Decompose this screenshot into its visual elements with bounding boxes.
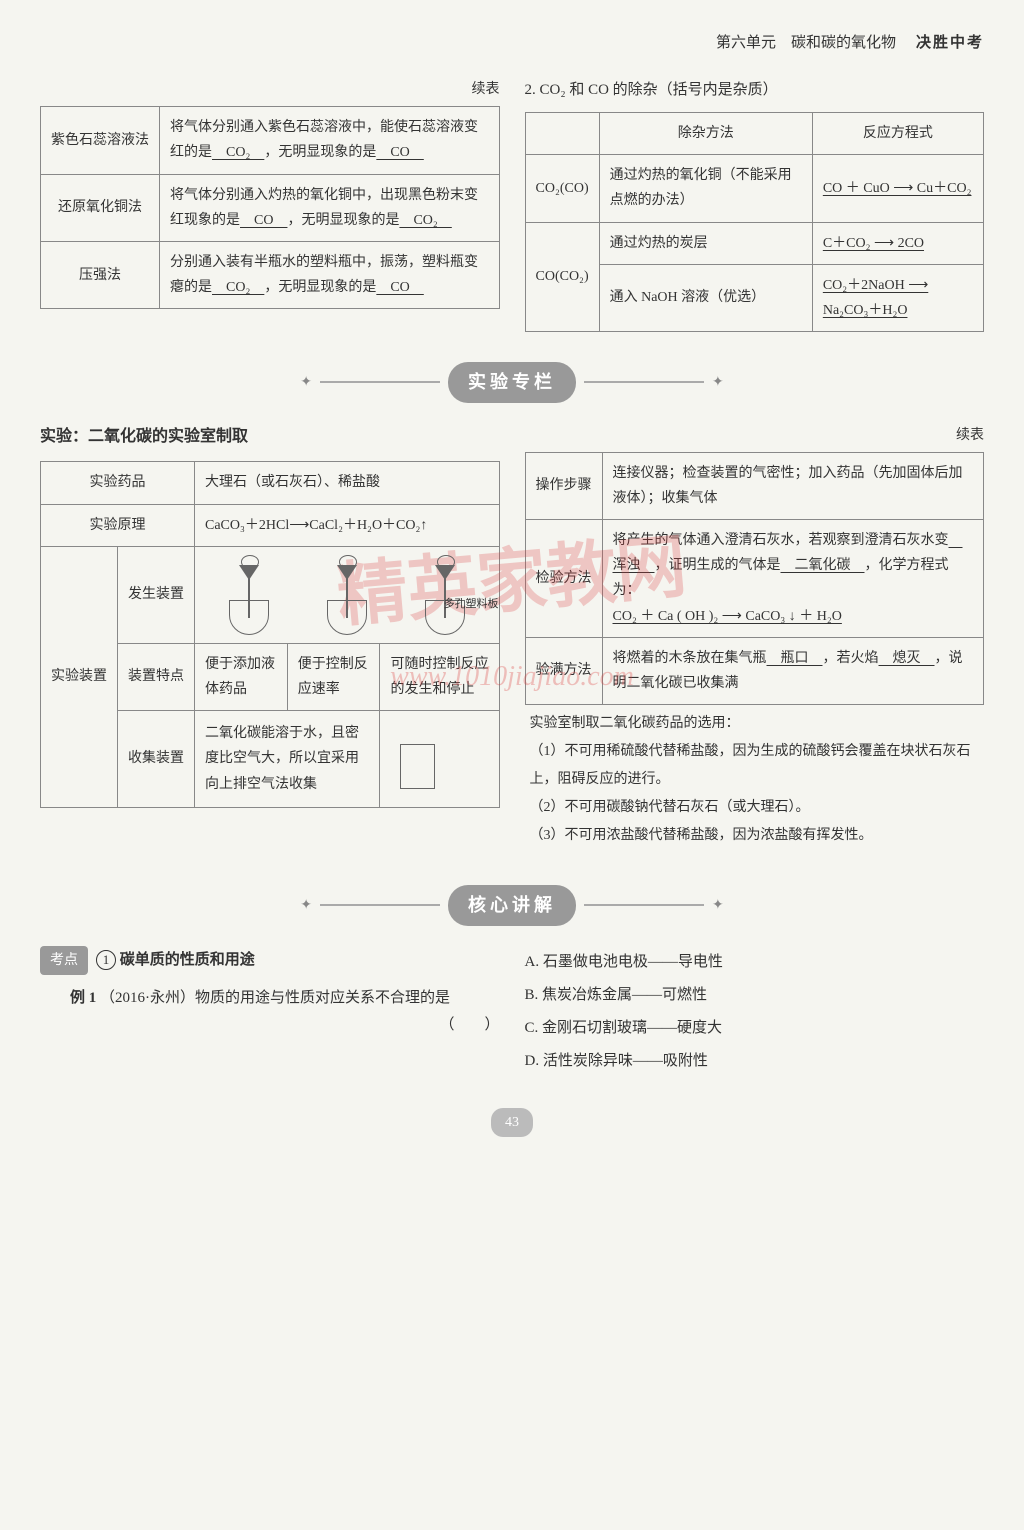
unit-title: 第六单元 碳和碳的氧化物: [716, 30, 896, 57]
feature-cell: 便于添加液体药品: [195, 643, 288, 710]
example-stem: 例 1 （2016·永州）物质的用途与性质对应关系不合理的是: [40, 985, 500, 1012]
sub-label: 收集装置: [118, 711, 195, 808]
options-list: A. 石墨做电池电极——导电性 B. 焦炭冶炼金属——可燃性 C. 金刚石切割玻…: [525, 946, 985, 1078]
cell-value: 将产生的气体通入澄清石灰水，若观察到澄清石灰水变 浑浊 ，证明生成的气体是 二氧…: [602, 520, 984, 638]
feature-cell: 便于控制反应速率: [287, 643, 380, 710]
option-c: C. 金刚石切割玻璃——硬度大: [525, 1012, 985, 1045]
collection-desc: 二氧化碳能溶于水，且密度比空气大，所以宜采用向上排空气法收集: [195, 711, 380, 808]
table-header: [525, 113, 599, 155]
method-desc: 分别通入装有半瓶水的塑料瓶中，振荡，塑料瓶变瘪的是 CO₂ ，无明显现象的是 C…: [160, 241, 500, 308]
example-source: （2016·永州）: [100, 990, 195, 1006]
cell-value: CaCO₃＋2HCl⟶CaCl₂＋H₂O＋CO₂↑: [195, 504, 500, 546]
bottle-icon: [390, 719, 450, 799]
page-number: 43: [40, 1108, 984, 1137]
row-label: 实验原理: [41, 504, 195, 546]
cell-value: 将燃着的木条放在集气瓶 瓶口 ，若火焰 熄灭 ，说明二氧化碳已收集满: [602, 637, 984, 704]
section-title: 2. CO₂ 和 CO 的除杂（括号内是杂质）: [525, 77, 985, 104]
table-header: 除杂方法: [599, 113, 812, 155]
star-icon: ✦: [712, 370, 724, 395]
equation-cell: CO ＋ CuO ⟶ Cu＋CO₂: [812, 155, 983, 222]
option-b: B. 焦炭冶炼金属——可燃性: [525, 979, 985, 1012]
apparatus-icon: 多孔塑料板: [415, 555, 475, 635]
note-item: （3）不可用浓盐酸代替稀盐酸，因为浓盐酸有挥发性。: [530, 822, 980, 850]
apparatus-diagram-cell: 多孔塑料板: [195, 546, 500, 643]
continuation-label: 续表: [40, 77, 500, 102]
kaodian-title: 碳单质的性质和用途: [120, 952, 255, 968]
mixture-cell: CO(CO₂): [525, 222, 599, 332]
experiment-table: 实验药品 大理石（或石灰石）、稀盐酸 实验原理 CaCO₃＋2HCl⟶CaCl₂…: [40, 461, 500, 808]
sub-label: 发生装置: [118, 546, 195, 643]
notes-section: 实验室制取二氧化碳药品的选用： （1）不可用稀硫酸代替稀盐酸，因为生成的硫酸钙会…: [525, 705, 985, 855]
collection-apparatus-cell: [380, 711, 499, 808]
star-icon: ✦: [300, 370, 312, 395]
apparatus-icon: [219, 555, 279, 635]
equation-cell: C＋CO₂ ⟶ 2CO: [812, 222, 983, 264]
method-cell: 通过灼热的氧化铜（不能采用点燃的办法）: [599, 155, 812, 222]
equation-cell: CO₂＋2NaOH ⟶ Na₂CO₃＋H₂O: [812, 264, 983, 331]
notes-intro: 实验室制取二氧化碳药品的选用：: [530, 710, 980, 738]
row-label: 验满方法: [525, 637, 602, 704]
kaodian-line: 考点 1 碳单质的性质和用途: [40, 946, 500, 975]
note-item: （1）不可用稀硫酸代替稀盐酸，因为生成的硫酸钙会覆盖在块状石灰石上，阻碍反应的进…: [530, 738, 980, 794]
identification-methods-table: 紫色石蕊溶液法 将气体分别通入紫色石蕊溶液中，能使石蕊溶液变红的是 CO₂ ，无…: [40, 106, 500, 309]
table-header: 反应方程式: [812, 113, 983, 155]
example-blank: （ ）: [40, 1012, 500, 1039]
row-label: 实验药品: [41, 462, 195, 504]
section-divider: ✦ 实验专栏 ✦: [40, 362, 984, 402]
example-label: 例 1: [70, 990, 96, 1006]
kaodian-badge: 考点: [40, 946, 88, 975]
method-cell: 通入 NaOH 溶液（优选）: [599, 264, 812, 331]
sub-label: 装置特点: [118, 643, 195, 710]
mixture-cell: CO₂(CO): [525, 155, 599, 222]
book-badge: 决胜中考: [916, 30, 984, 57]
purification-table: 除杂方法 反应方程式 CO₂(CO) 通过灼热的氧化铜（不能采用点燃的办法） C…: [525, 112, 985, 332]
method-desc: 将气体分别通入紫色石蕊溶液中，能使石蕊溶液变红的是 CO₂ ，无明显现象的是 C…: [160, 107, 500, 174]
method-cell: 通过灼热的炭层: [599, 222, 812, 264]
section-divider: ✦ 核心讲解 ✦: [40, 885, 984, 925]
section-badge: 核心讲解: [448, 885, 576, 925]
feature-cell: 可随时控制反应的发生和停止: [380, 643, 499, 710]
page-header: 第六单元 碳和碳的氧化物 决胜中考: [40, 30, 984, 57]
continuation-label: 续表: [525, 423, 985, 448]
badge-text: 决胜中考: [916, 30, 984, 57]
method-name: 压强法: [41, 241, 160, 308]
cell-value: 大理石（或石灰石）、稀盐酸: [195, 462, 500, 504]
row-label: 实验装置: [41, 546, 118, 807]
method-desc: 将气体分别通入灼热的氧化铜中，出现黑色粉末变红现象的是 CO ，无明显现象的是 …: [160, 174, 500, 241]
row-label: 操作步骤: [525, 452, 602, 519]
option-d: D. 活性炭除异味——吸附性: [525, 1045, 985, 1078]
method-name: 紫色石蕊溶液法: [41, 107, 160, 174]
cell-value: 连接仪器；检查装置的气密性；加入药品（先加固体后加液体）；收集气体: [602, 452, 984, 519]
experiment-title: 实验：二氧化碳的实验室制取: [40, 423, 500, 452]
note-item: （2）不可用碳酸钠代替石灰石（或大理石）。: [530, 794, 980, 822]
star-icon: ✦: [712, 893, 724, 918]
kaodian-number: 1: [96, 950, 116, 970]
method-name: 还原氧化铜法: [41, 174, 160, 241]
row-label: 检验方法: [525, 520, 602, 638]
section-badge: 实验专栏: [448, 362, 576, 402]
option-a: A. 石墨做电池电极——导电性: [525, 946, 985, 979]
procedure-table: 操作步骤 连接仪器；检查装置的气密性；加入药品（先加固体后加液体）；收集气体 检…: [525, 452, 985, 706]
apparatus-icon: [317, 555, 377, 635]
star-icon: ✦: [300, 893, 312, 918]
